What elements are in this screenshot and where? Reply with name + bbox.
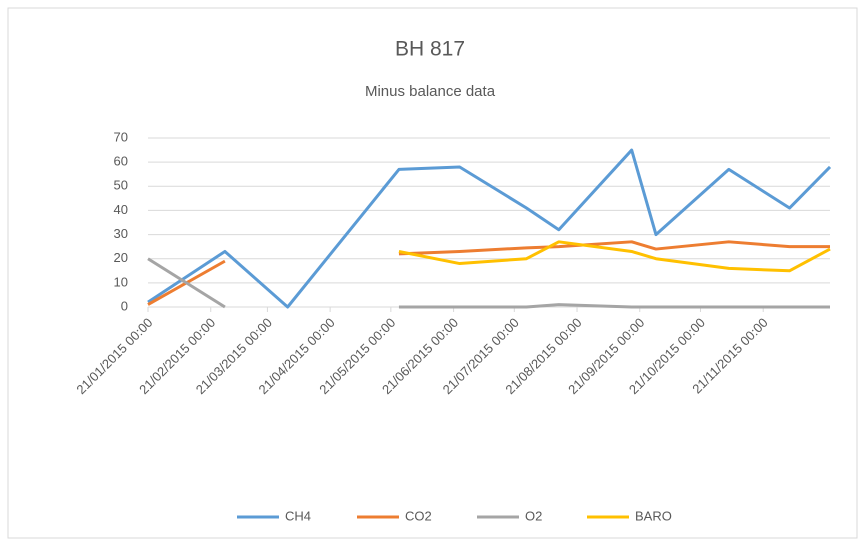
chart-frame <box>7 7 858 539</box>
y-tick-label: 10 <box>114 274 128 289</box>
y-tick-label: 0 <box>121 298 128 313</box>
legend-label: O2 <box>525 508 542 523</box>
series-line <box>147 148 832 309</box>
y-tick-label: 30 <box>114 226 128 241</box>
series-line <box>398 240 830 256</box>
legend-label: CH4 <box>285 508 311 523</box>
chart-subtitle: Minus balance data <box>365 83 496 100</box>
series-line <box>398 240 831 273</box>
y-tick-label: 70 <box>114 129 128 144</box>
series-line <box>147 257 226 309</box>
y-tick-label: 50 <box>114 178 128 193</box>
chart-title: BH 817 <box>395 38 465 61</box>
legend-label: CO2 <box>405 508 432 523</box>
legend-label: BARO <box>635 508 672 523</box>
y-tick-label: 40 <box>114 202 128 217</box>
series-line <box>398 303 830 309</box>
y-tick-label: 20 <box>114 250 128 265</box>
y-tick-label: 60 <box>114 154 128 169</box>
